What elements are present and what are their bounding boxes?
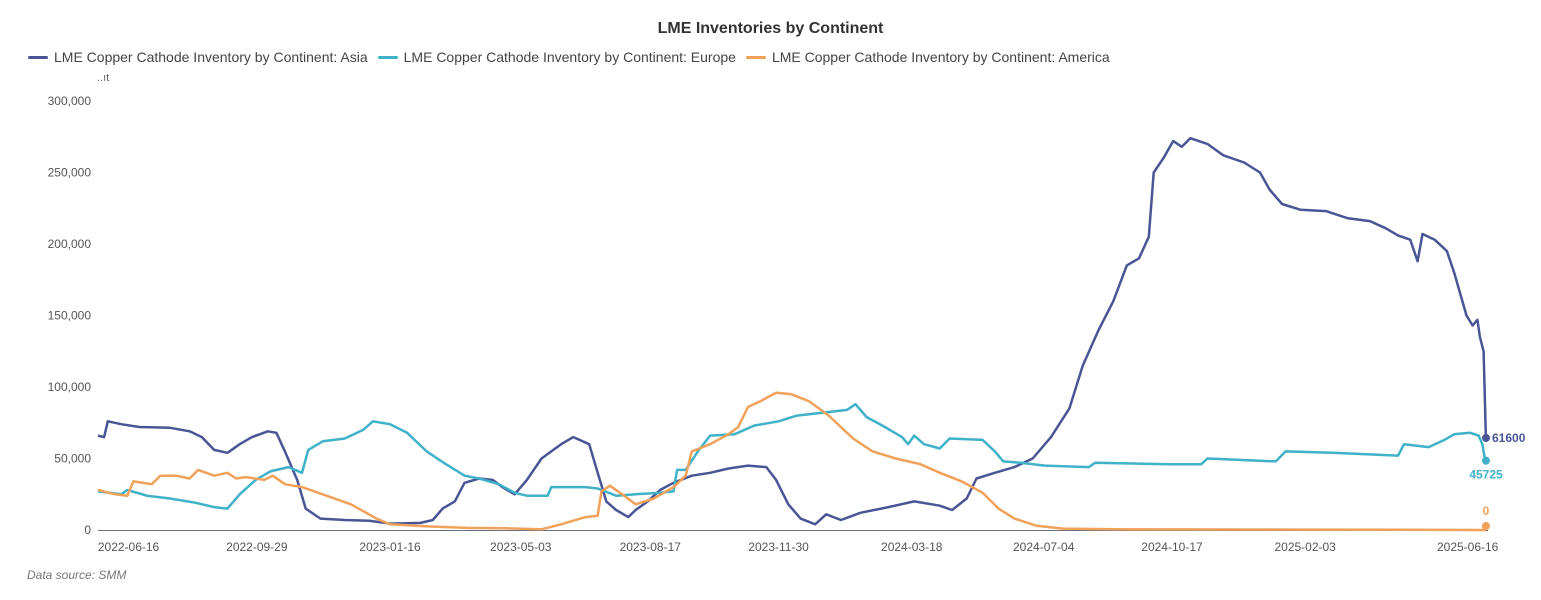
x-tick-label: 2022-06-16 xyxy=(98,540,160,554)
chart-title: LME Inventories by Continent xyxy=(657,20,884,37)
series-lines xyxy=(97,136,1488,532)
series-line-europe[interactable] xyxy=(97,402,1488,510)
y-axis-unit: ..ıt xyxy=(97,72,110,84)
end-value-label-america: 0 xyxy=(1483,504,1490,518)
x-tick-label: 2023-08-17 xyxy=(620,540,682,554)
x-tick-label: 2023-01-16 xyxy=(359,540,421,554)
legend-label-america: LME Copper Cathode Inventory by Continen… xyxy=(771,49,1110,65)
x-tick-label: 2023-11-30 xyxy=(748,540,809,554)
end-marker-asia[interactable] xyxy=(1482,433,1490,442)
y-axis: 0 50,000 100,000 150,000 200,000 250,000 300,0… xyxy=(48,94,92,537)
end-markers: 61600 45725 0 xyxy=(1469,431,1526,530)
legend-swatch-europe xyxy=(377,55,398,59)
legend-item-america[interactable]: LME Copper Cathode Inventory by Continen… xyxy=(745,49,1110,65)
y-tick-label: 300,000 xyxy=(48,94,92,108)
x-tick-label: 2025-06-16 xyxy=(1437,540,1499,554)
legend-swatch-america xyxy=(745,55,766,59)
x-tick-label: 2024-10-17 xyxy=(1141,540,1203,554)
end-value-label-europe: 45725 xyxy=(1469,468,1503,482)
y-tick-label: 0 xyxy=(84,523,91,537)
legend-item-europe[interactable]: LME Copper Cathode Inventory by Continen… xyxy=(377,49,736,65)
x-tick-label: 2024-07-04 xyxy=(1013,540,1075,554)
legend: LME Copper Cathode Inventory by Continen… xyxy=(28,49,1120,65)
x-tick-label: 2022-09-29 xyxy=(226,540,288,554)
data-source-note: Data source: SMM xyxy=(27,568,127,582)
y-tick-label: 200,000 xyxy=(48,237,92,251)
y-tick-label: 100,000 xyxy=(48,380,92,394)
y-tick-label: 50,000 xyxy=(54,452,91,466)
legend-label-asia: LME Copper Cathode Inventory by Continen… xyxy=(54,49,368,65)
series-line-asia[interactable] xyxy=(97,136,1488,526)
legend-item-asia[interactable]: LME Copper Cathode Inventory by Continen… xyxy=(28,49,368,65)
series-line-america[interactable] xyxy=(97,391,1487,532)
x-tick-label: 2025-02-03 xyxy=(1274,540,1336,554)
legend-swatch-asia xyxy=(28,55,48,59)
x-axis: 2022-06-16 2022-09-29 2023-01-16 2023-05-03… xyxy=(98,540,1499,554)
end-marker-america[interactable] xyxy=(1482,522,1490,530)
legend-label-europe: LME Copper Cathode Inventory by Continen… xyxy=(403,49,736,65)
y-tick-label: 150,000 xyxy=(48,309,92,323)
x-tick-label: 2023-05-03 xyxy=(490,540,552,554)
x-tick-label: 2024-03-18 xyxy=(881,540,943,554)
end-marker-europe[interactable] xyxy=(1482,456,1490,465)
end-value-label-asia: 61600 xyxy=(1492,431,1526,445)
y-tick-label: 250,000 xyxy=(48,166,92,180)
